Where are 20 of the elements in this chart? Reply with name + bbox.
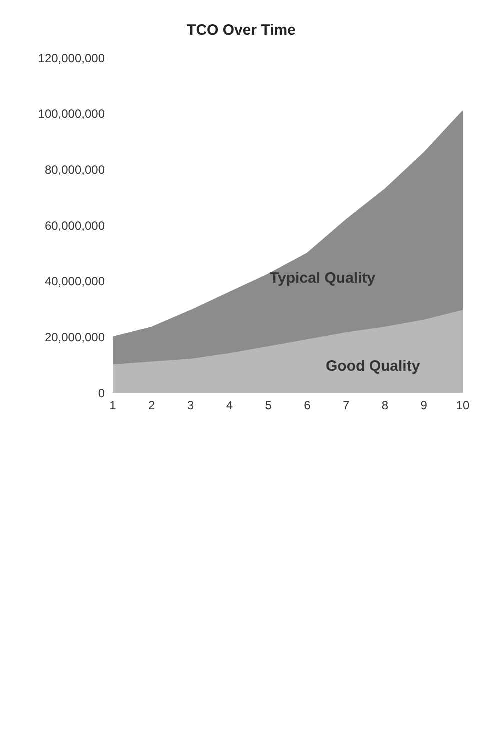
chart-title: TCO Over Time — [186, 22, 297, 39]
y-tick-label: 80,000,000 — [44, 162, 106, 177]
series-label: Good Quality — [326, 358, 420, 375]
y-tick-label: 20,000,000 — [44, 330, 106, 344]
x-tick-label: 9 — [420, 398, 428, 413]
x-tick-label: 5 — [265, 398, 272, 413]
y-tick-label: 60,000,000 — [44, 218, 106, 233]
y-tick-label: 100,000,000 — [38, 107, 106, 122]
series-label: Typical Quality — [270, 270, 376, 287]
y-tick-label: 40,000,000 — [44, 274, 106, 289]
x-tick-label: 4 — [226, 398, 234, 413]
x-tick-label: 1 — [110, 398, 117, 413]
x-tick-label: 8 — [382, 398, 389, 413]
x-tick-label: 2 — [148, 398, 156, 413]
x-tick-label: 6 — [304, 398, 312, 413]
x-tick-label: 7 — [342, 398, 350, 413]
y-tick-label: 120,000,000 — [38, 51, 106, 66]
y-tick-label: 0 — [98, 386, 106, 400]
x-tick-label: 10 — [456, 398, 470, 413]
x-tick-label: 3 — [187, 398, 194, 413]
